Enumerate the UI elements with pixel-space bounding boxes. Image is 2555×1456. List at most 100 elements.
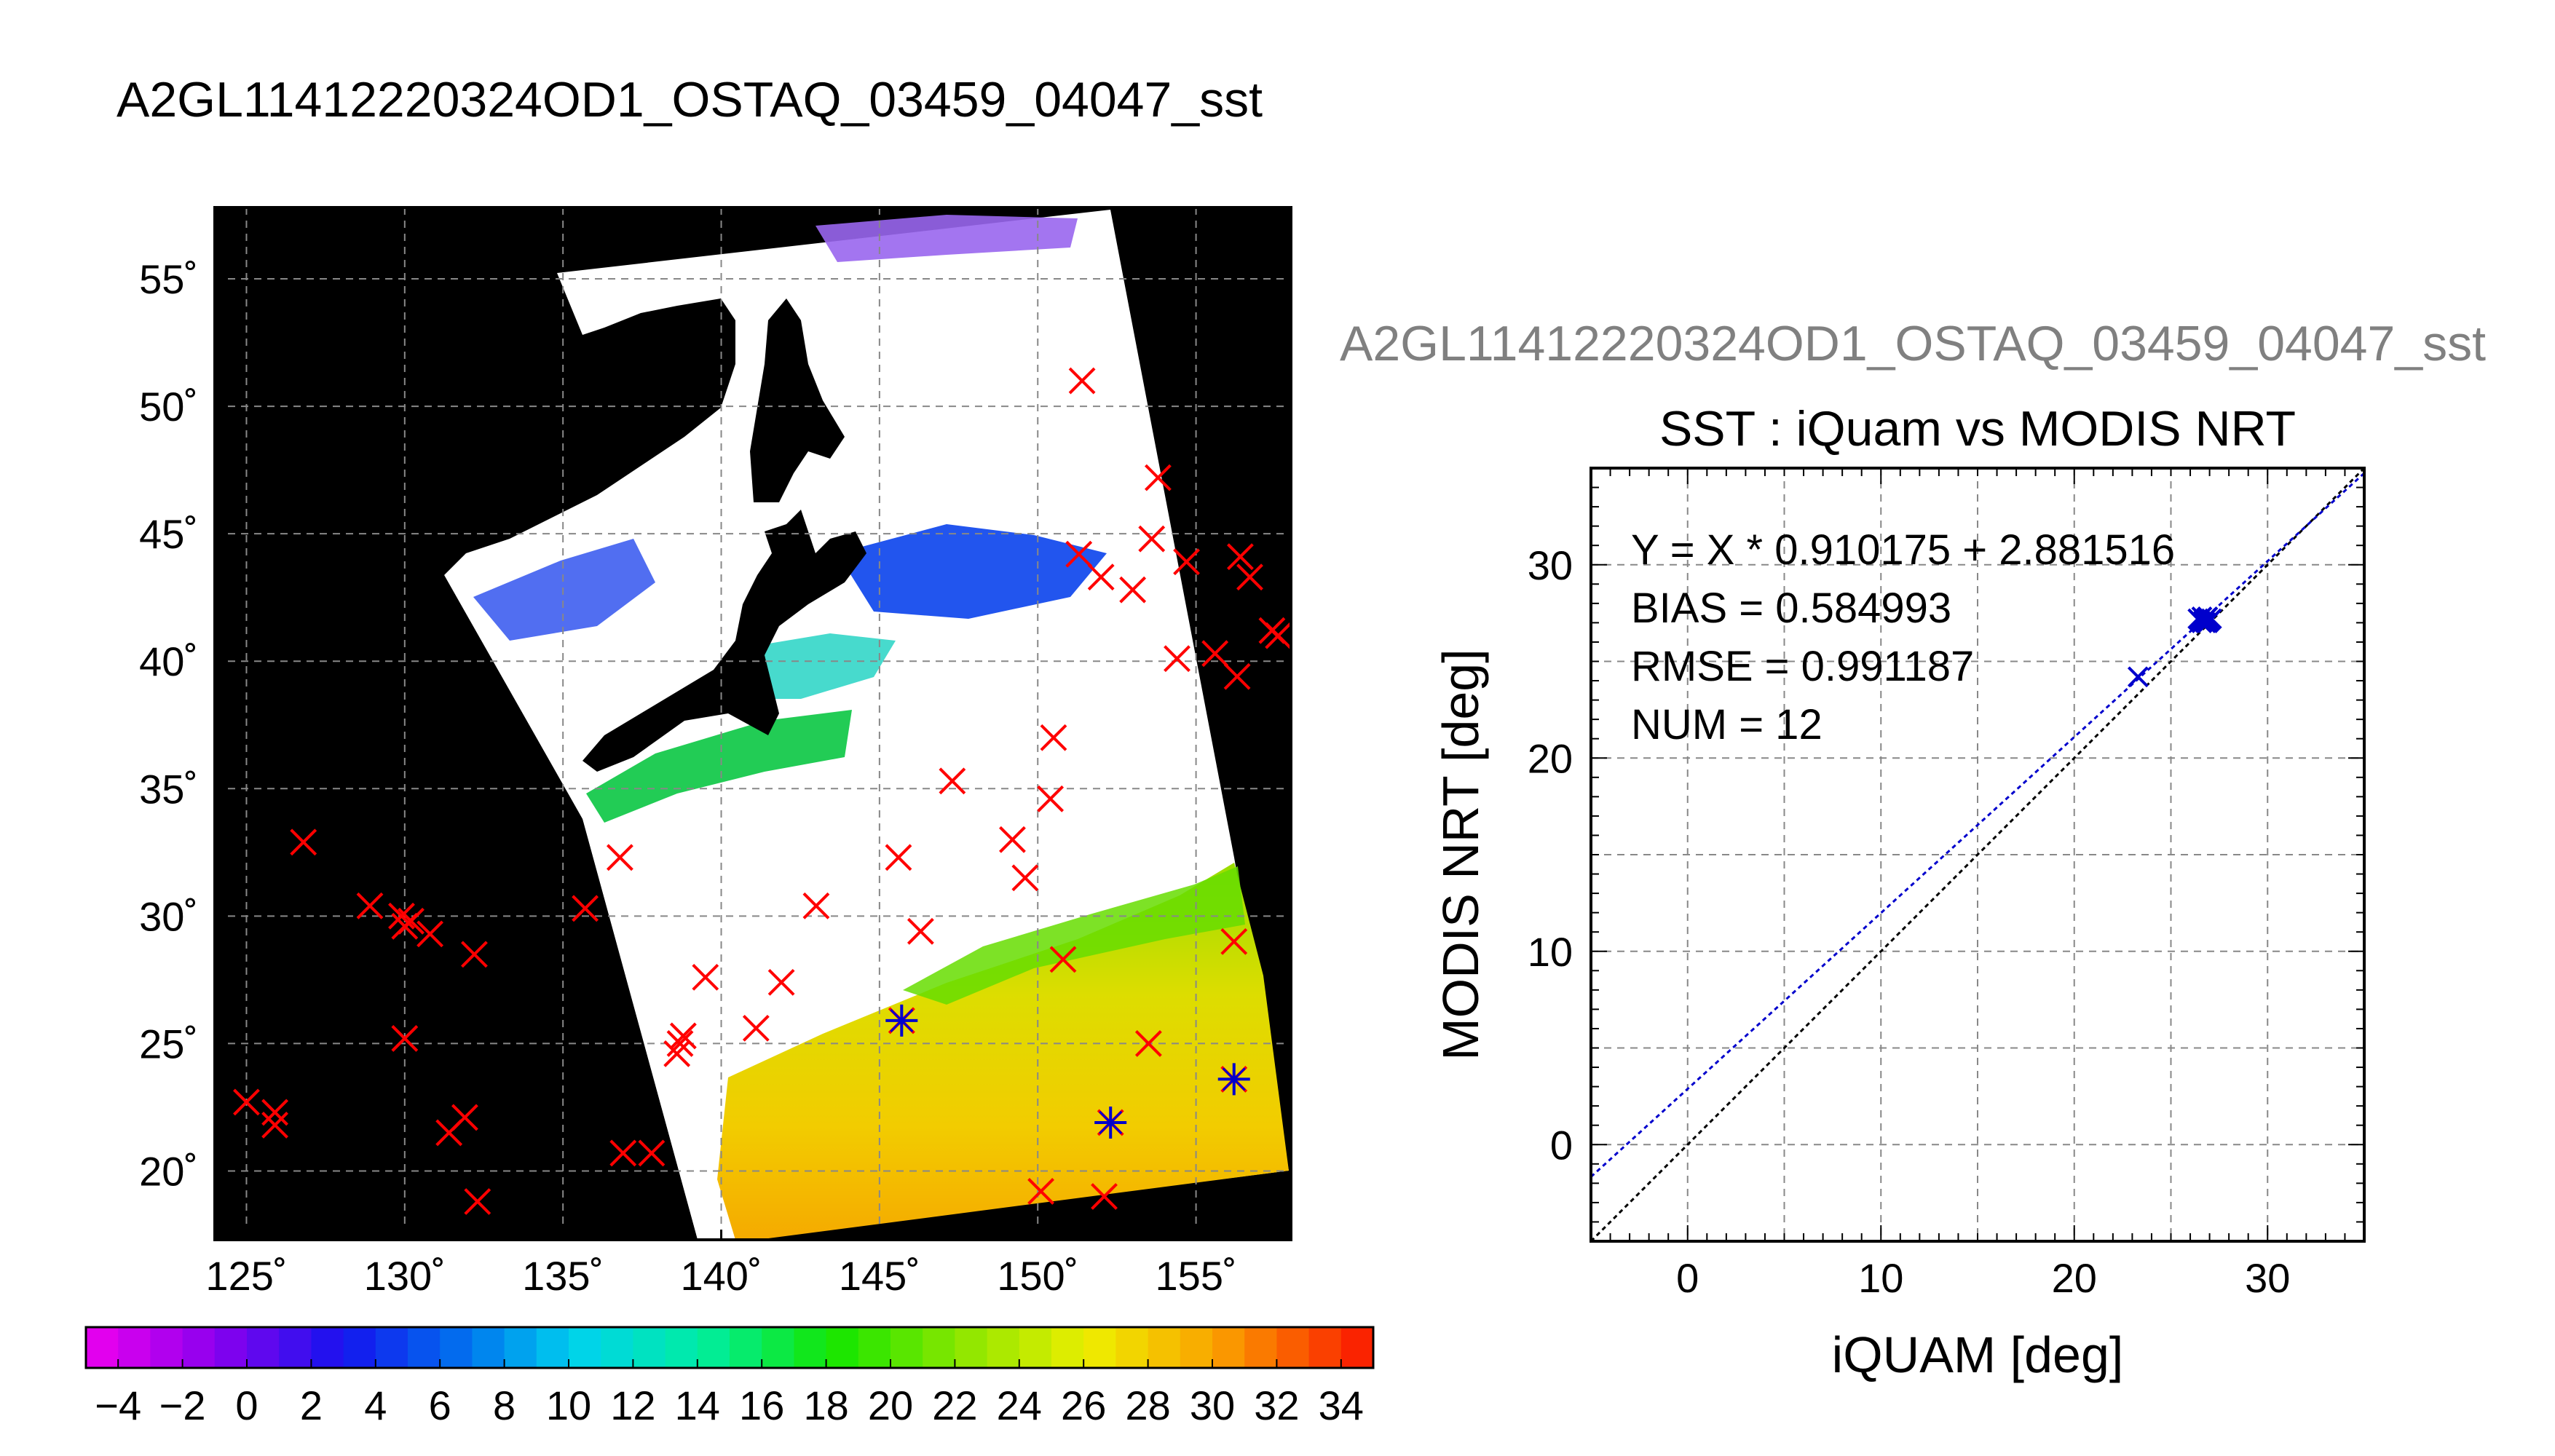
insitu-marker [233, 1088, 260, 1116]
insitu-marker [939, 767, 966, 795]
insitu-marker [1145, 464, 1172, 491]
colorbar-tick-label: 6 [429, 1382, 451, 1428]
map-panel: 125˚ 130˚ 135˚ 140˚ 145˚ 150˚ 155˚ 20˚ 25˚ 30˚ 35˚… [139, 206, 1292, 1299]
map-y-tick-label: 20˚ [139, 1148, 198, 1194]
colorbar-cell [440, 1327, 473, 1368]
scatter-lines [1591, 468, 2364, 1241]
colorbar-cell [1340, 1327, 1374, 1368]
insitu-marker [1138, 525, 1166, 553]
insitu-marker [391, 1024, 419, 1052]
page-title: A2GL11412220324OD1_OSTAQ_03459_04047_sst [117, 72, 1263, 127]
insitu-marker [1065, 540, 1093, 568]
colorbar-cell [1276, 1327, 1310, 1368]
matchup-marker [1217, 1063, 1250, 1096]
map-y-tick-label: 55˚ [139, 256, 198, 302]
colorbar-cell [730, 1327, 762, 1368]
colorbar-cell [182, 1327, 216, 1368]
colorbar-tick-label: 32 [1254, 1382, 1299, 1428]
colorbar-cell [1180, 1327, 1213, 1368]
sst-violet-region [816, 215, 1078, 262]
map-y-tick-label: 35˚ [139, 766, 198, 812]
insitu-marker [609, 1139, 637, 1167]
insitu-marker [1027, 1178, 1054, 1205]
colorbar-cell [279, 1327, 312, 1368]
colorbar-cell [665, 1327, 698, 1368]
colorbar-cell [86, 1327, 119, 1368]
insitu-marker [1236, 563, 1263, 591]
insitu-marker [1227, 543, 1254, 571]
scatter-x-tick-label: 20 [2052, 1255, 2097, 1301]
colorbar-cell [923, 1327, 955, 1368]
colorbar-tick-label: −4 [95, 1382, 141, 1428]
map-points [233, 367, 1291, 1215]
insitu-marker [669, 1022, 697, 1050]
map-x-tick-label: 135˚ [522, 1253, 604, 1299]
colorbar-cell [1308, 1327, 1342, 1368]
colorbar-cell [826, 1327, 859, 1368]
matchup-marker [1094, 1106, 1127, 1139]
colorbar-cell [1244, 1327, 1277, 1368]
colorbar-cell [762, 1327, 794, 1368]
scatter-annotation: RMSE = 0.991187 [1631, 643, 1974, 690]
colorbar-tick-label: 10 [546, 1382, 591, 1428]
colorbar-cell [1051, 1327, 1084, 1368]
map-frame [213, 206, 1292, 1241]
insitu-marker [261, 1099, 289, 1126]
colorbar-cell [214, 1327, 248, 1368]
sst-blue-region [473, 539, 655, 641]
insitu-marker [802, 892, 830, 919]
insitu-marker [1220, 927, 1248, 955]
colorbar-frame [84, 1326, 1375, 1369]
map-x-tick-label: 130˚ [364, 1253, 446, 1299]
colorbar-cell [150, 1327, 183, 1368]
scatter-point [2127, 666, 2149, 688]
colorbar-cells [86, 1327, 1374, 1368]
colorbar-tick-label: 18 [803, 1382, 848, 1428]
colorbar-tick-label: 4 [364, 1382, 387, 1428]
colorbar-tick-label: 8 [493, 1382, 516, 1428]
map-x-tick-label: 155˚ [1156, 1253, 1237, 1299]
colorbar-cell [601, 1327, 633, 1368]
scatter-annotation: Y = X * 0.910175 + 2.881516 [1631, 526, 2175, 574]
scatter-points [2127, 606, 2222, 688]
sst-warm-band [717, 863, 1289, 1240]
land-mainland [215, 273, 735, 1240]
map-x-tick-label: 145˚ [839, 1253, 920, 1299]
colorbar-cell [408, 1327, 441, 1368]
scatter-annotation: BIAS = 0.584993 [1631, 585, 1951, 632]
map-y-tick-label: 45˚ [139, 511, 198, 557]
colorbar-tick-label: 34 [1319, 1382, 1364, 1428]
scatter-annotations: Y = X * 0.910175 + 2.881516 BIAS = 0.5849… [1631, 526, 2175, 748]
colorbar-cell [1148, 1327, 1181, 1368]
insitu-marker [1037, 785, 1065, 812]
colorbar-cell [1083, 1327, 1116, 1368]
scatter-x-tick-label: 10 [1858, 1255, 1903, 1301]
colorbar-tick-label: 26 [1061, 1382, 1106, 1428]
colorbar-tick-label: 28 [1125, 1382, 1170, 1428]
insitu-marker [391, 912, 419, 940]
map-grid [215, 207, 1291, 1240]
colorbar-cell [536, 1327, 569, 1368]
colorbar-cell [697, 1327, 730, 1368]
insitu-marker [461, 941, 488, 968]
insitu-marker [885, 844, 912, 871]
scatter-y-tick-label: 30 [1528, 542, 1573, 588]
insitu-marker [1134, 1029, 1162, 1057]
matchup-marker [885, 1004, 918, 1037]
colorbar-cell [504, 1327, 537, 1368]
colorbar-ticks: −4 −2 0 2 4 6 8 10 12 14 16 18 20 22 24 26 28 30 32 34 [95, 1359, 1364, 1428]
insitu-marker [999, 826, 1026, 853]
insitu-marker [1223, 662, 1251, 690]
insitu-marker [1119, 576, 1147, 604]
land-kamchatka [1231, 207, 1291, 655]
scatter-y-tick-label: 0 [1550, 1122, 1573, 1168]
insitu-marker [290, 828, 317, 856]
colorbar-cell [955, 1327, 988, 1368]
colorbar-cell [569, 1327, 601, 1368]
sst-cyan-region [743, 633, 896, 699]
colorbar-cell [891, 1327, 923, 1368]
insitu-marker [572, 895, 599, 922]
sst-cold-region [837, 524, 1107, 619]
map-x-tick-label: 125˚ [205, 1253, 287, 1299]
insitu-marker [356, 892, 384, 919]
